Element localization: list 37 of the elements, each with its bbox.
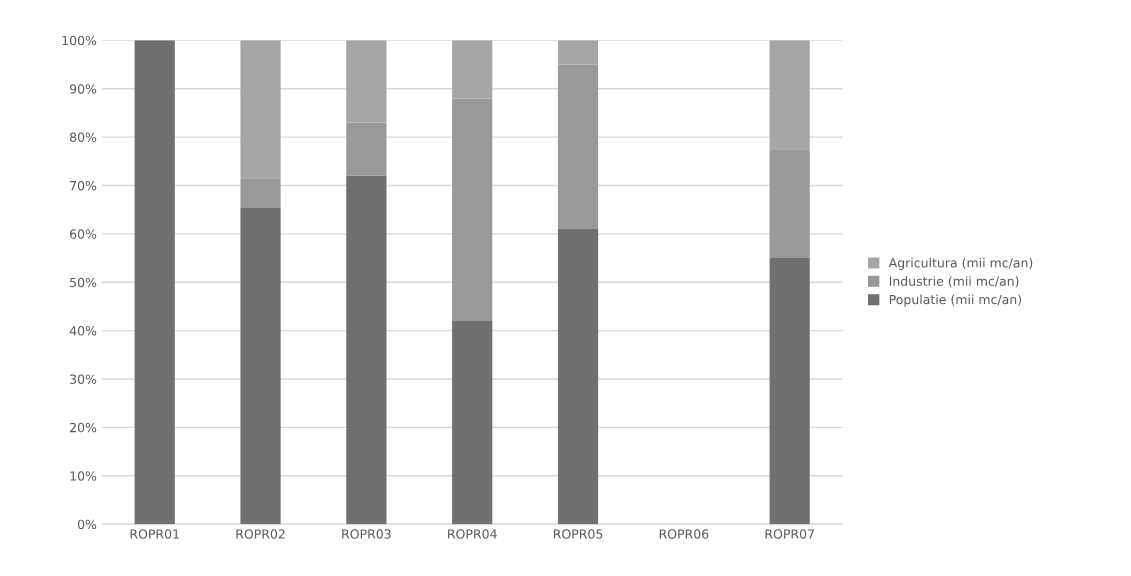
legend-label: Populatie (mii mc/an) [889,294,1022,307]
x-tick-label: ROPR06 [659,529,709,539]
bar [240,207,281,525]
x-tick-label: ROPR01 [130,529,179,539]
bar [557,40,599,65]
y-tick-label: 80% [69,132,97,143]
bar [769,40,810,150]
y-tick-label: 100% [62,35,97,46]
y-tick-label: 0% [77,519,97,530]
y-tick-label: 70% [70,180,97,191]
bar [346,175,387,525]
x-tick-label: ROPR04 [448,529,497,539]
bar [346,40,387,123]
bar [557,229,599,525]
bar [557,64,599,230]
y-tick-label: 10% [70,471,97,481]
bar [452,40,493,99]
bar [452,320,493,525]
bar [769,149,810,259]
bar [346,122,387,176]
legend-label: Agricultura (mii mc/an) [888,257,1033,270]
x-tick-label: ROPR03 [342,529,391,539]
bar [240,40,281,179]
bar [134,40,175,525]
bar [452,98,493,321]
x-tick-label: ROPR02 [236,529,285,539]
y-tick-label: 50% [70,277,97,288]
y-tick-label: 20% [70,422,97,433]
bar [240,178,281,208]
y-tick-label: 30% [70,374,97,384]
x-tick-label: ROPR05 [553,529,603,539]
bar [769,258,810,525]
y-tick-label: 90% [69,84,97,94]
x-tick-label: ROPR07 [765,529,814,539]
legend-label: Industrie (mii mc/an) [889,276,1019,288]
y-tick-label: 40% [69,326,97,336]
y-tick-label: 60% [70,229,97,239]
